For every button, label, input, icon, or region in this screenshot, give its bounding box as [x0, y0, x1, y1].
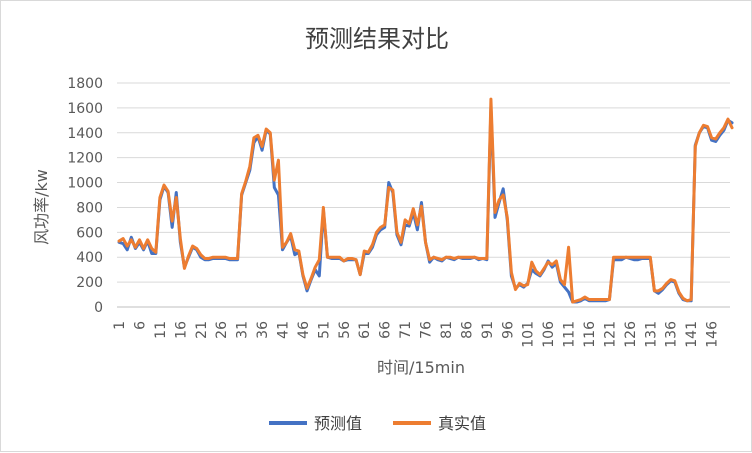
y-tick-label: 600: [76, 225, 103, 241]
y-tick-label: 400: [76, 250, 103, 266]
chart-title: 预测结果对比: [305, 25, 449, 53]
x-tick-label: 111: [562, 321, 578, 348]
x-tick-label: 41: [276, 321, 292, 339]
y-tick-label: 1000: [67, 176, 103, 192]
x-tick-label: 96: [500, 321, 516, 339]
legend-label-actual: 真实值: [438, 414, 486, 433]
x-tick-label: 141: [684, 321, 700, 348]
x-tick-label: 106: [541, 321, 557, 348]
x-tick-label: 31: [235, 321, 251, 339]
y-tick-label: 800: [76, 200, 103, 216]
legend-label-predicted: 预测值: [314, 414, 362, 433]
x-tick-label: 16: [173, 321, 189, 339]
series-lines: [117, 97, 734, 304]
y-tick-label: 1400: [67, 126, 103, 142]
x-tick-label: 46: [296, 321, 312, 339]
x-tick-label: 76: [419, 321, 435, 339]
x-tick-label: 116: [582, 321, 598, 348]
x-tick-label: 146: [705, 321, 721, 348]
x-tick-label: 21: [194, 321, 210, 339]
y-tick-label: 1800: [67, 76, 103, 92]
x-tick-label: 131: [643, 321, 659, 348]
y-tick-label: 0: [94, 300, 103, 316]
x-tick-label: 101: [521, 321, 537, 348]
x-tick-label: 86: [459, 321, 475, 339]
x-tick-label: 126: [623, 321, 639, 348]
y-tick-labels: 0 200 400 600 800 1000 1200 1400 1600 1800: [67, 76, 103, 316]
x-tick-label: 26: [214, 321, 230, 339]
y-axis-title: 风功率/kw: [32, 169, 51, 245]
x-tick-label: 71: [398, 321, 414, 339]
y-tick-label: 200: [76, 275, 103, 291]
x-tick-label: 136: [664, 321, 680, 348]
x-tick-label: 61: [357, 321, 373, 339]
x-tick-label: 51: [316, 321, 332, 339]
x-tick-labels: 1 6 11 16 21 26 31 36 41 46 51 56 61 66 71 76 81 86 91 96 10…: [112, 321, 721, 348]
x-tick-label: 81: [439, 321, 455, 339]
grid-lines: [117, 82, 730, 308]
y-tick-label: 1200: [67, 151, 103, 167]
x-tick-label: 56: [337, 321, 353, 339]
series-line-actual: [117, 97, 734, 304]
x-tick-label: 11: [153, 321, 169, 339]
x-tick-label: 1: [112, 321, 128, 330]
x-tick-label: 121: [602, 321, 618, 348]
x-tick-label: 36: [255, 321, 271, 339]
x-tick-label: 66: [378, 321, 394, 339]
legend: 预测值 真实值: [269, 414, 486, 433]
y-tick-label: 1600: [67, 101, 103, 117]
x-tick-label: 91: [480, 321, 496, 339]
x-tick-label: 6: [132, 321, 148, 330]
x-axis-title: 时间/15min: [377, 358, 465, 377]
series-line-predicted: [117, 106, 734, 304]
